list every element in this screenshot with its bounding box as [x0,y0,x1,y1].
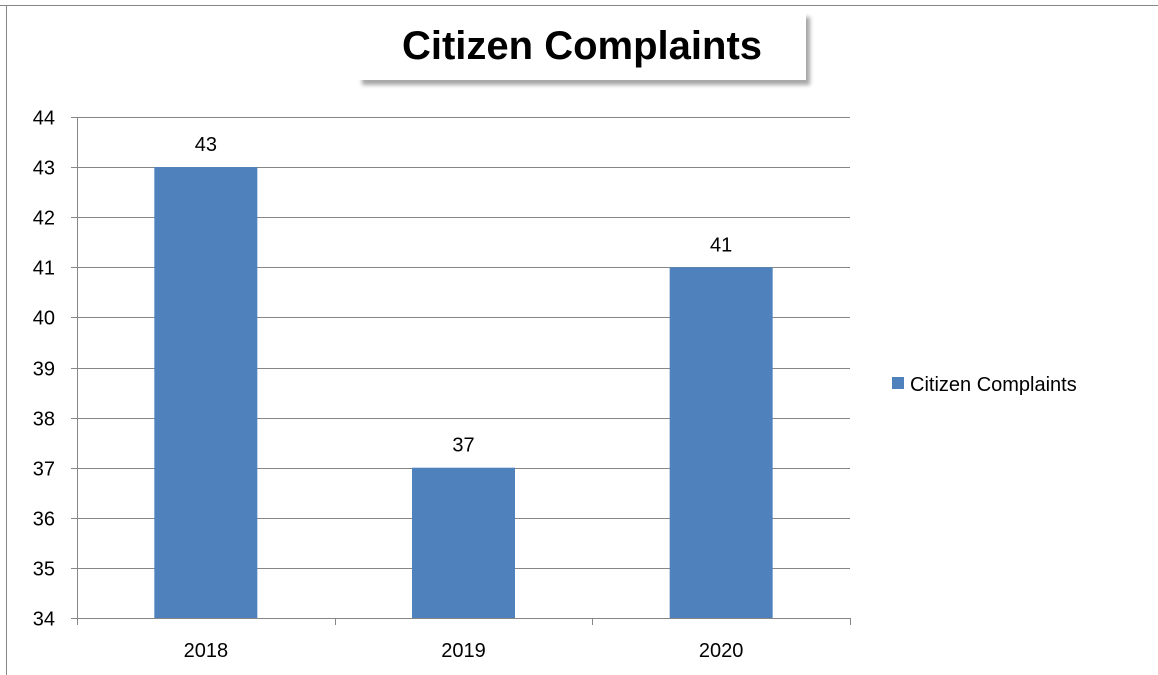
legend-label: Citizen Complaints [910,374,1077,396]
data-label: 43 [195,134,217,156]
y-tick-label: 44 [33,108,55,130]
y-tick-label: 37 [33,459,55,481]
x-tick-label: 2020 [699,640,744,662]
y-tick-label: 34 [33,609,55,631]
y-tick-label: 36 [33,509,55,531]
y-tick-label: 40 [33,308,55,330]
bar-2018 [154,167,258,618]
y-tick-label: 38 [33,409,55,431]
bar-2020 [669,267,773,618]
x-tick-label: 2019 [441,640,486,662]
y-tick-label: 41 [33,258,55,280]
bar-2019 [412,467,515,618]
legend: Citizen Complaints [892,374,1077,396]
x-tick-label: 2018 [184,640,229,662]
legend-swatch [892,377,904,389]
data-label: 41 [710,234,732,256]
data-labels: 43 37 41 [195,134,733,457]
chart-title-box: Citizen Complaints [358,12,806,80]
y-axis-tick-labels: 34 35 36 37 38 39 40 41 42 43 44 [33,108,55,631]
y-tick-label: 43 [33,158,55,180]
x-axis-tick-labels: 2018 2019 2020 [184,640,744,662]
y-tick-label: 39 [33,359,55,381]
data-label: 37 [452,435,474,457]
y-tick-label: 42 [33,208,55,230]
bars [154,167,773,618]
axes [71,117,851,625]
y-tick-label: 35 [33,559,55,581]
chart-title: Citizen Complaints [401,23,763,68]
